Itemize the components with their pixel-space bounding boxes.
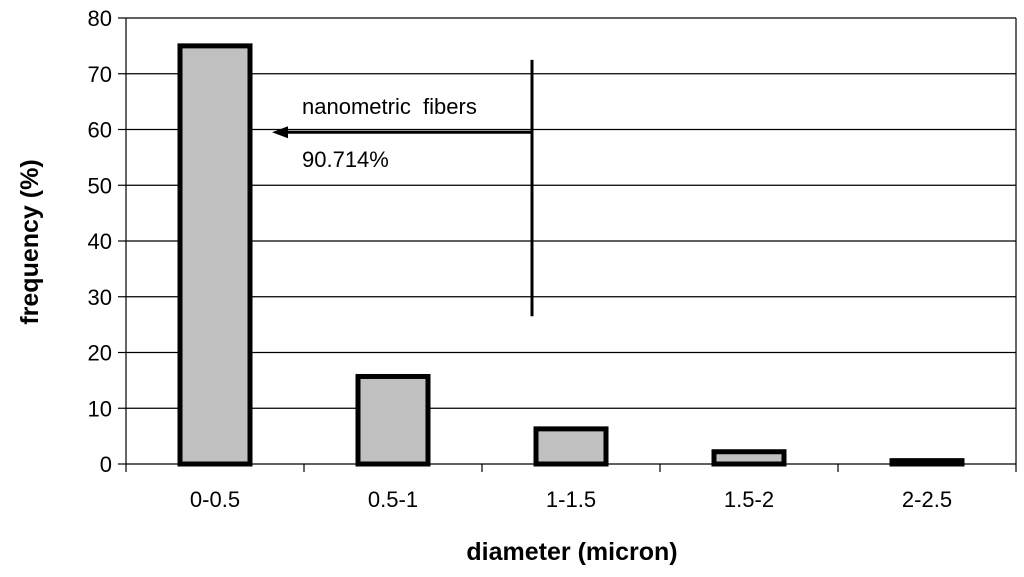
bar	[711, 449, 787, 467]
y-axis: 0 10 20 30 40 50 60 70 80	[88, 6, 127, 477]
x-tick-label: 0-0.5	[190, 487, 240, 512]
y-tick-label: 60	[88, 118, 112, 143]
annotation-label: nanometric fibers	[302, 94, 477, 119]
y-tick-label: 80	[88, 6, 112, 31]
bar	[889, 458, 965, 467]
x-tick-label: 1.5-2	[724, 487, 774, 512]
y-tick-label: 20	[88, 341, 112, 366]
y-tick-label: 30	[88, 285, 112, 310]
annotation: nanometric fibers 90.714%	[272, 59, 534, 317]
gridlines	[126, 17, 1017, 464]
x-axis: 0-0.5 0.5-1 1-1.5 1.5-2 2-2.5	[125, 463, 1017, 512]
y-tick-label: 10	[88, 396, 112, 421]
bar	[355, 373, 431, 467]
bar	[177, 43, 253, 467]
y-tick-label: 40	[88, 229, 112, 254]
x-axis-title: diameter (micron)	[466, 538, 677, 566]
arrow-head	[272, 126, 288, 139]
bars	[177, 43, 965, 467]
bar	[533, 426, 609, 467]
x-tick-label: 2-2.5	[902, 487, 952, 512]
y-axis-title: frequency (%)	[16, 159, 44, 324]
annotation-value: 90.714%	[302, 147, 389, 172]
y-tick-label: 70	[88, 62, 112, 87]
x-tick-label: 1-1.5	[546, 487, 596, 512]
y-tick-label: 0	[100, 452, 112, 477]
y-tick-label: 50	[88, 173, 112, 198]
x-tick-label: 0.5-1	[368, 487, 418, 512]
